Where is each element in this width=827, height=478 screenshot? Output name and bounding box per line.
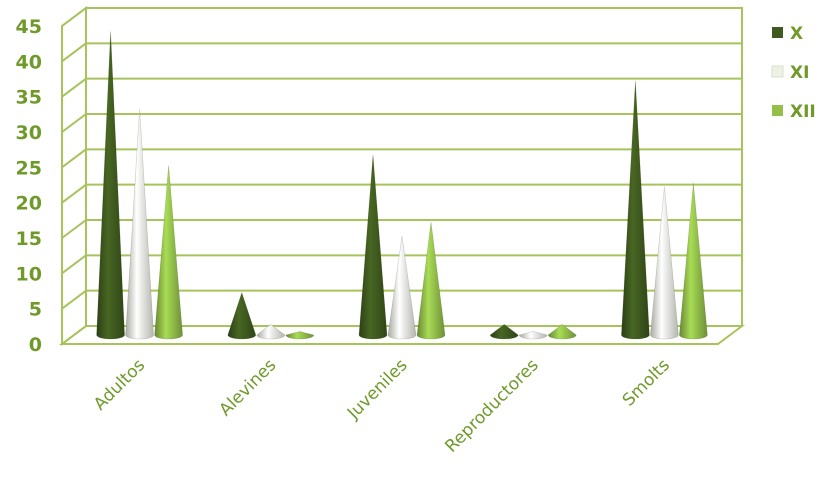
cone-reproductores-xii xyxy=(547,324,577,340)
cone-mark xyxy=(547,324,577,340)
y-tick-label: 30 xyxy=(16,122,42,144)
y-tick-label: 35 xyxy=(16,87,42,109)
y-tick-label: 20 xyxy=(16,193,42,215)
cone-alevines-xi xyxy=(256,324,286,340)
cone-mark xyxy=(489,324,519,340)
cone-juveniles-xi xyxy=(387,236,417,340)
x-tick-label: Adultos xyxy=(90,355,149,414)
x-tick-label: Smolts xyxy=(619,355,674,410)
gridline-side xyxy=(61,42,87,63)
plot-area xyxy=(96,31,708,340)
cone-mark xyxy=(125,108,154,340)
cone-mark xyxy=(227,291,257,340)
legend: X XI XII xyxy=(771,24,816,122)
gridline-side xyxy=(61,148,87,169)
y-tick-label: 10 xyxy=(16,263,42,285)
x-axis: Adultos Alevines Juveniles Reproductores Smo… xyxy=(90,355,674,456)
y-tick-label: 40 xyxy=(16,51,42,73)
legend-swatch xyxy=(772,105,783,116)
cone-mark xyxy=(96,31,125,340)
cone-adultos-xi xyxy=(125,108,154,340)
legend-label: XI xyxy=(790,63,809,83)
gridline-side xyxy=(61,254,87,275)
gridline-side xyxy=(61,7,87,27)
cone-mark xyxy=(387,236,417,340)
y-axis: 0 5 10 15 20 25 30 35 40 45 xyxy=(16,16,42,356)
cone-reproductores-x xyxy=(489,324,519,340)
cone-alevines-xii xyxy=(285,331,315,340)
gridline-side xyxy=(61,289,87,310)
x-tick-label: Juveniles xyxy=(343,355,412,424)
cone-smolts-xi xyxy=(650,186,679,340)
cone-smolts-xii xyxy=(679,183,708,340)
y-tick-label: 5 xyxy=(29,299,42,321)
cone-mark xyxy=(416,221,446,340)
gridline-side xyxy=(61,77,87,98)
cone-mark xyxy=(358,154,388,340)
gridline-side xyxy=(61,219,87,239)
cone-adultos-x xyxy=(96,31,125,340)
cone-alevines-x xyxy=(227,291,257,340)
legend-swatch xyxy=(771,65,784,78)
cone-smolts-x xyxy=(621,80,650,340)
cone-mark xyxy=(518,331,548,340)
cone-juveniles-x xyxy=(358,154,388,340)
floor xyxy=(59,325,745,345)
cone-mark xyxy=(285,331,315,340)
legend-label: XII xyxy=(790,102,816,122)
cone-mark xyxy=(679,183,708,340)
y-tick-label: 15 xyxy=(16,228,42,250)
cone-adultos-xii xyxy=(154,165,183,340)
cone-juveniles-xii xyxy=(416,221,446,340)
cone-reproductores-xi xyxy=(518,331,548,340)
legend-label: X xyxy=(790,24,803,44)
y-tick-label: 25 xyxy=(16,157,42,179)
y-tick-label: 45 xyxy=(16,16,42,38)
gridline-side xyxy=(61,183,87,204)
cone-mark xyxy=(256,324,286,340)
x-tick-label: Alevines xyxy=(216,355,281,420)
cone-mark xyxy=(650,186,679,340)
legend-swatch xyxy=(772,27,783,38)
gridline-side xyxy=(61,113,87,133)
y-tick-label: 0 xyxy=(29,334,42,356)
cone-mark xyxy=(621,80,650,340)
x-tick-label: Reproductores xyxy=(441,355,542,456)
cone-mark xyxy=(154,165,183,340)
